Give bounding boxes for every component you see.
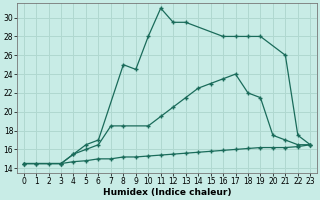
X-axis label: Humidex (Indice chaleur): Humidex (Indice chaleur) [103,188,231,197]
